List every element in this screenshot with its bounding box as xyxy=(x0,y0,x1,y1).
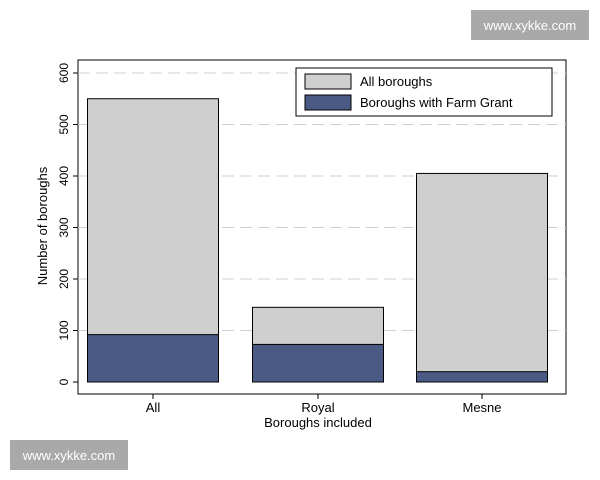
legend-swatch-farm-grant xyxy=(304,94,352,111)
y-tick-label: 100 xyxy=(57,320,71,340)
bar-royal-farm-grant xyxy=(252,343,384,383)
bar-mesne-all-boroughs xyxy=(416,172,548,383)
x-tick-label-all: All xyxy=(146,400,161,415)
y-tick-label: 0 xyxy=(57,378,71,385)
x-axis: All Royal Mesne xyxy=(146,394,502,415)
bar-mesne-farm-grant xyxy=(416,371,548,383)
bar-all-farm-grant xyxy=(87,334,219,383)
legend-label-farm-grant: Boroughs with Farm Grant xyxy=(360,95,513,110)
y-tick-label: 600 xyxy=(57,63,71,83)
legend-label-all-boroughs: All boroughs xyxy=(360,74,433,89)
legend-swatch-all-boroughs xyxy=(304,73,352,90)
y-tick-label: 300 xyxy=(57,217,71,237)
bars xyxy=(87,98,548,383)
y-axis: 0 100 200 300 400 500 600 xyxy=(57,63,78,385)
y-tick-label: 500 xyxy=(57,114,71,134)
watermark-bottom: www.xykke.com xyxy=(10,440,128,470)
x-tick-label-mesne: Mesne xyxy=(462,400,501,415)
x-axis-label: Boroughs included xyxy=(264,415,372,430)
y-tick-label: 400 xyxy=(57,166,71,186)
x-tick-label-royal: Royal xyxy=(301,400,334,415)
y-tick-label: 200 xyxy=(57,269,71,289)
y-axis-label: Number of boroughs xyxy=(35,166,50,285)
watermark-top: www.xykke.com xyxy=(471,10,589,40)
legend: All boroughs Boroughs with Farm Grant xyxy=(295,67,553,117)
